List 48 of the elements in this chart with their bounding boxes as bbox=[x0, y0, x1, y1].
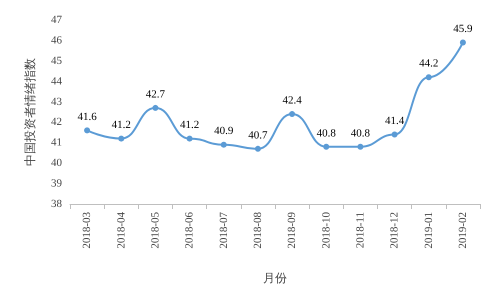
point bbox=[84, 127, 90, 134]
point bbox=[323, 144, 330, 150]
data-label: 44.2 bbox=[419, 58, 438, 70]
data-label: 41.2 bbox=[112, 119, 131, 132]
y-tick-label: 41 bbox=[51, 136, 62, 149]
x-tick-label: 2019-02 bbox=[456, 212, 469, 249]
data-label: 41.2 bbox=[180, 119, 200, 132]
point bbox=[460, 39, 466, 46]
x-tick-label: 2018-07 bbox=[218, 212, 230, 249]
data-label: 40.8 bbox=[350, 127, 371, 140]
y-tick-label: 44 bbox=[51, 75, 62, 88]
point bbox=[289, 111, 296, 118]
y-tick-label: 45 bbox=[51, 54, 62, 67]
y-tick-label: 47 bbox=[51, 14, 62, 26]
y-tick-label: 40 bbox=[51, 157, 62, 170]
y-tick-label: 39 bbox=[51, 178, 62, 190]
point bbox=[220, 142, 227, 148]
y-tick-label: 43 bbox=[51, 96, 62, 108]
x-tick-label: 2018-03 bbox=[81, 212, 94, 249]
data-label: 45.9 bbox=[453, 22, 474, 35]
point bbox=[392, 131, 398, 138]
point bbox=[254, 146, 261, 152]
point bbox=[152, 104, 158, 111]
x-tick-label: 2018-12 bbox=[388, 212, 401, 249]
y-axis-title: 中国投资者情绪指数 bbox=[23, 58, 37, 166]
data-label: 41.6 bbox=[77, 110, 98, 123]
x-tick-label: 2018-11 bbox=[354, 212, 366, 248]
data-label: 42.4 bbox=[282, 94, 302, 107]
data-label: 41.4 bbox=[384, 114, 405, 127]
x-tick-label: 2018-06 bbox=[184, 212, 196, 249]
x-tick-label: 2018-08 bbox=[252, 212, 264, 249]
x-tick-label: 2018-10 bbox=[320, 212, 332, 249]
data-label: 40.9 bbox=[214, 125, 234, 138]
y-tick-label: 42 bbox=[51, 116, 62, 128]
x-tick-label: 2018-05 bbox=[149, 212, 162, 249]
point bbox=[357, 144, 364, 150]
data-label: 42.7 bbox=[146, 88, 166, 100]
point bbox=[186, 136, 193, 142]
data-label: 40.8 bbox=[316, 127, 336, 140]
x-axis-title: 月份 bbox=[263, 271, 287, 285]
data-label: 40.7 bbox=[248, 129, 268, 142]
point bbox=[118, 136, 124, 142]
x-tick-label: 2018-09 bbox=[286, 212, 298, 249]
point bbox=[426, 74, 432, 80]
x-tick-label: 2018-04 bbox=[115, 212, 128, 249]
y-tick-label: 38 bbox=[51, 198, 62, 210]
x-tick-label: 2019-01 bbox=[422, 212, 435, 249]
y-tick-label: 46 bbox=[51, 34, 62, 46]
